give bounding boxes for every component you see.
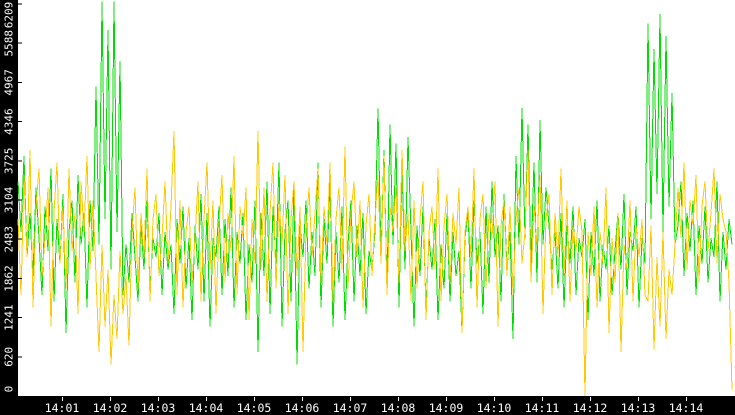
x-axis-tick-label: 14:03 [141,401,176,415]
x-axis-tick-label: 14:07 [333,401,368,415]
x-axis-tick-label: 14:04 [189,401,224,415]
x-axis-tick-label: 14:08 [381,401,416,415]
y-axis-tick-label: 620 [3,347,16,367]
x-axis-tick-label: 14:05 [237,401,272,415]
x-axis-tick-label: 14:12 [573,401,608,415]
series-green-line [17,1,733,365]
series-yellow-line [17,130,733,397]
x-axis-tick-label: 14:13 [621,401,656,415]
y-axis-tick-label: 4967 [3,69,16,96]
y-axis-tick-label: 2483 [3,226,16,253]
x-axis-tick-label: 14:02 [93,401,128,415]
x-axis-tick-label: 14:10 [477,401,512,415]
y-axis-tick-label: 1862 [3,265,16,292]
x-axis-tick-label: 14:06 [285,401,320,415]
x-axis-tick-label: 14:09 [429,401,464,415]
y-axis-tick-label: 3104 [3,186,16,213]
x-axis-tick-label: 14:11 [525,401,560,415]
y-axis-tick-label: 4346 [3,108,16,135]
y-axis-tick-label: 3725 [3,148,16,175]
x-axis-tick-label: 14:14 [669,401,704,415]
x-axis-tick-label: 14:01 [45,401,80,415]
y-axis-tick-label: 0 [3,386,16,393]
y-axis-tick-label: 1241 [3,304,16,331]
y-axis-tick-label: 6209 [3,2,16,29]
y-axis-tick-label: 5588 [3,30,16,57]
